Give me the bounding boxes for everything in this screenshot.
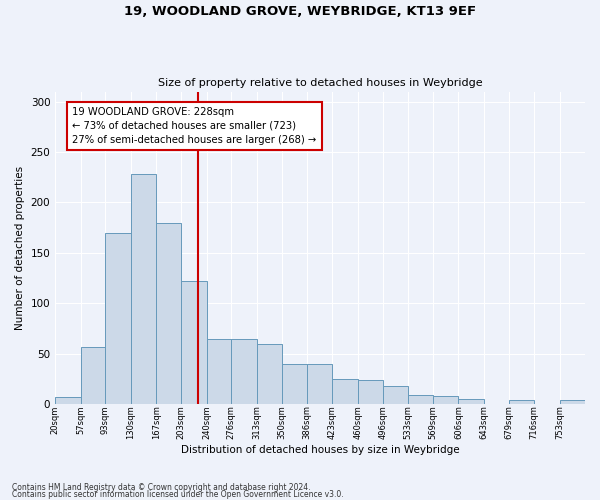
Y-axis label: Number of detached properties: Number of detached properties [15, 166, 25, 330]
Bar [560, 400, 585, 404]
Bar [433, 396, 458, 404]
Bar [232, 338, 257, 404]
Bar [509, 400, 534, 404]
Text: Contains HM Land Registry data © Crown copyright and database right 2024.: Contains HM Land Registry data © Crown c… [12, 484, 311, 492]
Bar [55, 397, 80, 404]
X-axis label: Distribution of detached houses by size in Weybridge: Distribution of detached houses by size … [181, 445, 460, 455]
Bar [282, 364, 307, 404]
Text: Contains public sector information licensed under the Open Government Licence v3: Contains public sector information licen… [12, 490, 344, 499]
Bar [131, 174, 157, 404]
Bar [157, 222, 181, 404]
Text: 19, WOODLAND GROVE, WEYBRIDGE, KT13 9EF: 19, WOODLAND GROVE, WEYBRIDGE, KT13 9EF [124, 5, 476, 18]
Bar [257, 344, 282, 404]
Text: 19 WOODLAND GROVE: 228sqm
← 73% of detached houses are smaller (723)
27% of semi: 19 WOODLAND GROVE: 228sqm ← 73% of detac… [73, 106, 317, 144]
Bar [458, 399, 484, 404]
Bar [307, 364, 332, 404]
Bar [106, 232, 131, 404]
Bar [383, 386, 408, 404]
Bar [80, 346, 106, 404]
Bar [206, 338, 232, 404]
Bar [332, 379, 358, 404]
Title: Size of property relative to detached houses in Weybridge: Size of property relative to detached ho… [158, 78, 482, 88]
Bar [408, 395, 433, 404]
Bar [181, 281, 206, 404]
Bar [358, 380, 383, 404]
